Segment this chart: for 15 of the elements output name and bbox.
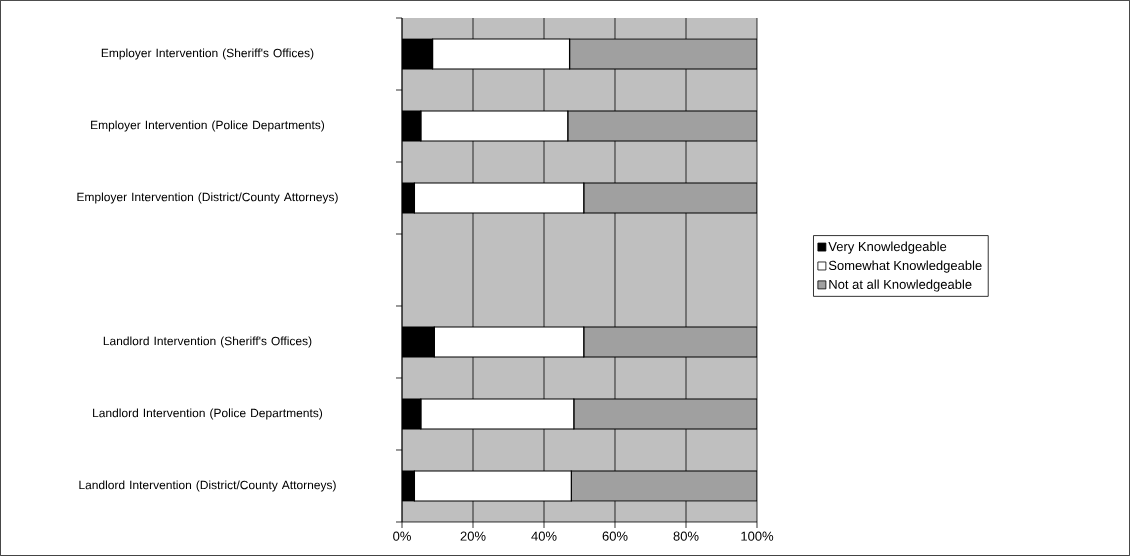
x-tick-label: 40% <box>531 531 557 541</box>
y-tick-label: Landlord Intervention (Police Departments) <box>93 408 323 420</box>
x-tick-label: 100% <box>741 531 774 541</box>
x-tick-label: 20% <box>460 531 486 541</box>
y-tick-label: Employer Intervention (Sheriff's Offices) <box>101 48 314 60</box>
x-tick-label: 60% <box>602 531 628 541</box>
legend-label: Very Knowledgeable <box>828 241 947 254</box>
y-tick-label: Landlord Intervention (Sheriff's Offices) <box>103 336 312 348</box>
x-tick-label: 80% <box>673 531 699 541</box>
y-tick-label: Landlord Intervention (District/County Attorneys) <box>79 480 336 492</box>
legend-label: Not at all Knowledgeable <box>829 279 972 292</box>
legend-label: Somewhat Knowledgeable <box>828 260 982 273</box>
y-tick-label: Employer Intervention (Police Departments) <box>91 120 325 132</box>
y-tick-label: Employer Intervention (District/County Attorneys) <box>77 192 338 204</box>
x-tick-label: 0% <box>393 531 411 541</box>
